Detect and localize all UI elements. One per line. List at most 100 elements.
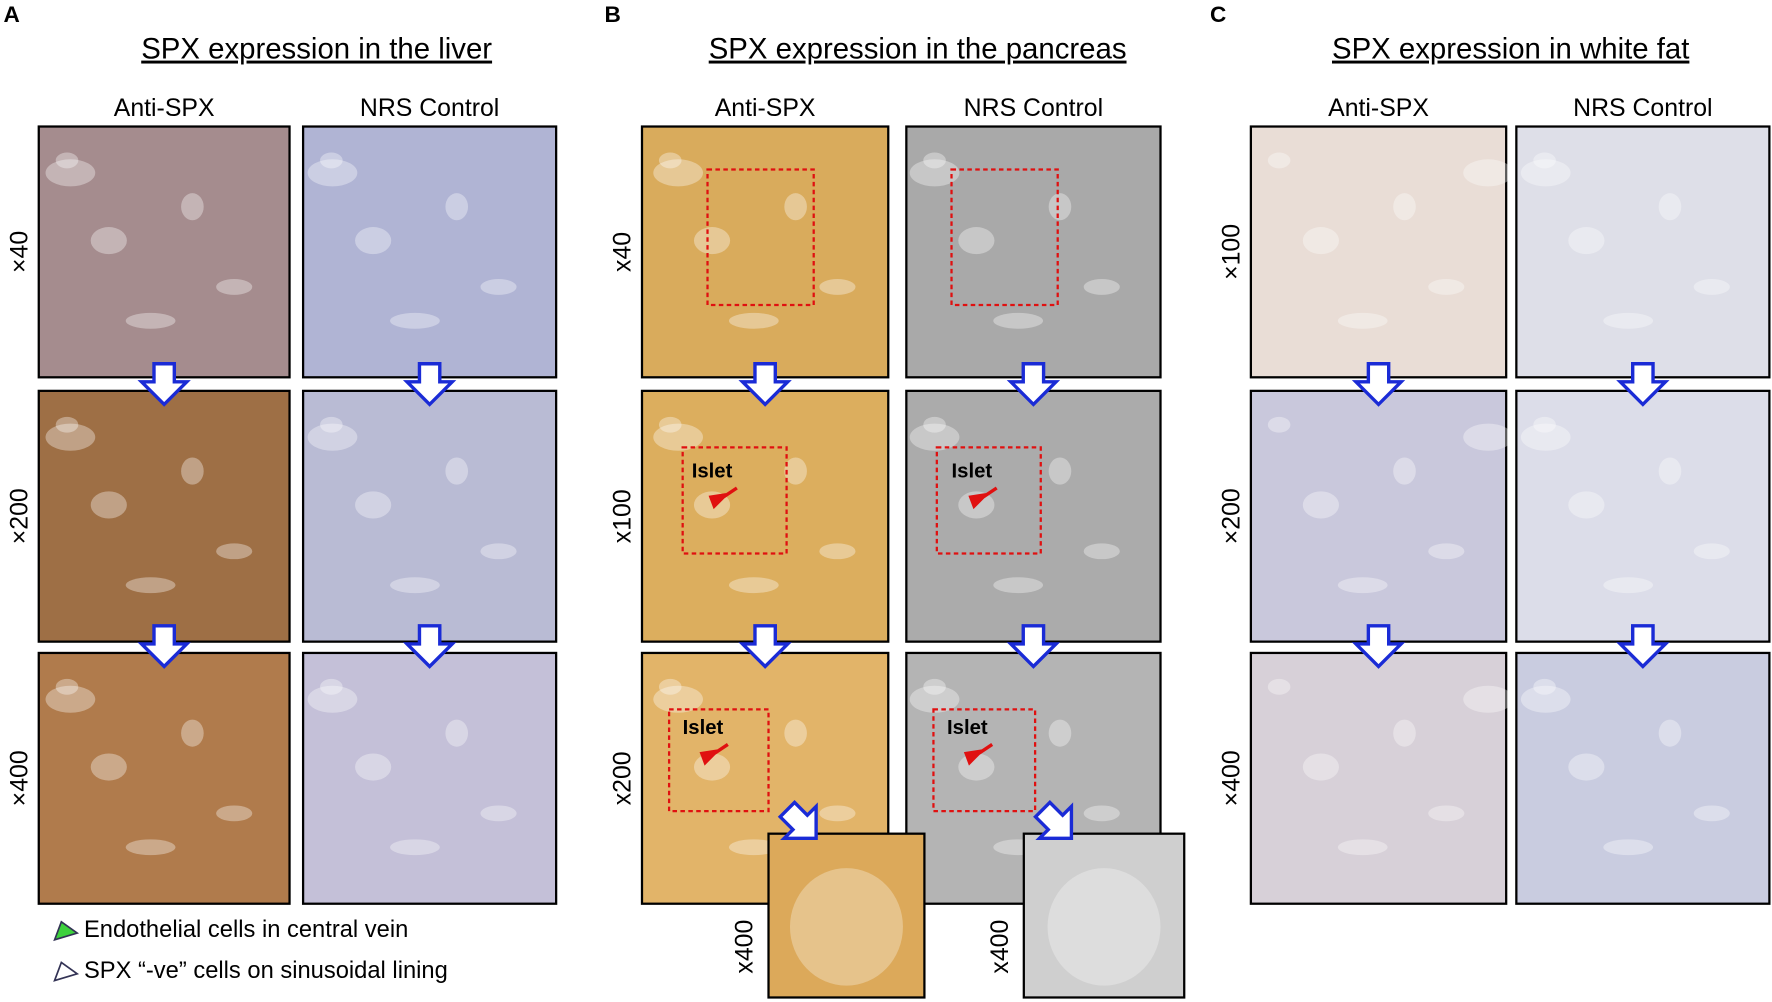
tissue-texture (181, 193, 204, 221)
tissue-texture (1568, 753, 1605, 781)
tissue-texture (693, 227, 731, 255)
micrograph (1515, 651, 1771, 905)
tissue-texture (480, 279, 517, 295)
tissue-texture (320, 416, 343, 433)
tissue-texture (1568, 491, 1605, 519)
tissue-texture (90, 227, 127, 255)
tissue-texture (55, 678, 79, 695)
tissue-texture (1083, 543, 1120, 560)
tissue-texture (1337, 839, 1388, 856)
legend-arrow (53, 920, 80, 942)
tissue-texture (1603, 839, 1654, 856)
islet-arrow (708, 486, 738, 510)
tissue-texture (784, 193, 807, 221)
zoom-arrow (402, 624, 457, 669)
roi-box (681, 446, 788, 555)
tissue-texture (1267, 678, 1291, 695)
islet-arrow (699, 743, 729, 766)
tissue-texture (653, 159, 703, 187)
row-label: x200 (609, 751, 636, 805)
tissue-texture (909, 159, 960, 187)
tissue-texture (909, 423, 960, 451)
zoom-arrow (1351, 362, 1406, 407)
micrograph (37, 389, 291, 643)
column-header: NRS Control (1573, 95, 1712, 122)
zoom-arrow (1616, 624, 1670, 669)
zoom-arrow (1616, 362, 1670, 407)
micrograph (301, 651, 558, 905)
tissue-texture (1568, 227, 1605, 255)
tissue-texture (1302, 227, 1339, 255)
tissue-texture (307, 685, 358, 713)
tissue-texture (1658, 457, 1682, 485)
panel-title: SPX expression in the pancreas (709, 33, 1127, 66)
islet-arrow (968, 486, 998, 510)
tissue-texture (1048, 719, 1072, 747)
tissue-texture (125, 577, 176, 594)
micrograph (1249, 389, 1508, 643)
roi-box (935, 446, 1042, 555)
tissue-texture (728, 312, 779, 329)
tissue-texture (355, 491, 392, 519)
tissue-texture (390, 312, 440, 329)
row-label: ×200 (1218, 488, 1245, 544)
tissue-texture (390, 839, 440, 856)
tissue-texture (1520, 159, 1571, 187)
tissue-texture (1463, 159, 1513, 187)
tissue-texture (1393, 719, 1416, 747)
tissue-texture (819, 279, 856, 295)
panel-title: SPX expression in white fat (1332, 33, 1689, 66)
micrograph (1249, 125, 1508, 379)
islet-label: Islet (952, 461, 993, 483)
islet-arrow (963, 743, 994, 766)
tissue-texture (653, 423, 703, 451)
tissue-texture (819, 543, 856, 560)
tissue-texture (1302, 491, 1339, 519)
tissue-texture (1393, 457, 1416, 485)
roi-box (667, 708, 770, 813)
islet-label: Islet (683, 717, 724, 739)
micrograph (1515, 125, 1771, 379)
inset-label: x400 (731, 920, 758, 974)
tissue-texture (993, 312, 1044, 329)
tissue-texture (45, 159, 96, 187)
tissue-texture (658, 678, 682, 695)
inset-micrograph (767, 832, 926, 999)
column-header: NRS Control (964, 95, 1103, 122)
tissue-texture (993, 577, 1044, 594)
tissue-texture (390, 577, 440, 594)
tissue-texture (909, 685, 960, 713)
zoom-arrow (402, 362, 457, 407)
zoom-arrow (1006, 624, 1061, 669)
tissue-texture (819, 805, 856, 822)
tissue-texture (1658, 719, 1682, 747)
tissue-texture (125, 839, 176, 856)
column-header: Anti-SPX (1328, 95, 1429, 122)
legend-text: SPX “-ve” cells on sinusoidal lining (84, 958, 448, 984)
tissue-texture (480, 543, 517, 560)
tissue-texture (1048, 457, 1072, 485)
tissue-texture (1337, 577, 1388, 594)
tissue-texture (1463, 423, 1513, 451)
tissue-texture (480, 805, 517, 822)
tissue-texture (1520, 423, 1571, 451)
tissue-texture (1267, 416, 1291, 433)
tissue-texture (1302, 753, 1339, 781)
islet-cluster (1047, 868, 1161, 986)
tissue-texture (1393, 193, 1416, 221)
zoom-arrow (1006, 362, 1061, 407)
tissue-texture (181, 457, 204, 485)
tissue-texture (90, 753, 127, 781)
roi-box (950, 168, 1059, 307)
panel-title: SPX expression in the liver (141, 33, 492, 66)
micrograph (37, 651, 291, 905)
row-label: ×400 (1218, 750, 1245, 806)
zoom-arrow (777, 800, 818, 841)
zoom-arrow (738, 624, 792, 669)
tissue-texture (658, 416, 682, 433)
tissue-texture (55, 416, 79, 433)
tissue-texture (958, 227, 995, 255)
tissue-texture (307, 423, 358, 451)
tissue-texture (216, 543, 253, 560)
